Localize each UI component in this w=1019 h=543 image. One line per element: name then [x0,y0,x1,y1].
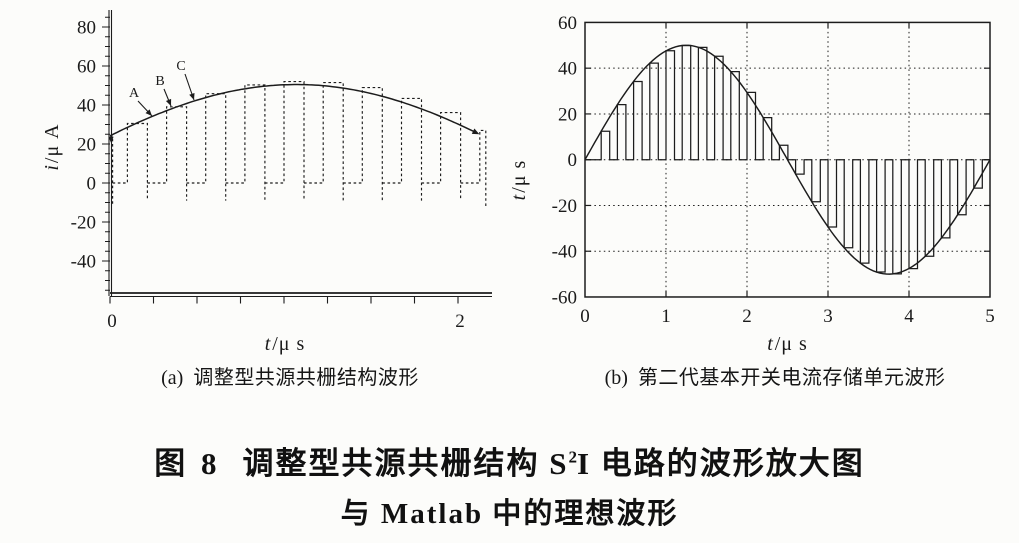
svg-text:40: 40 [558,59,577,80]
figure-caption-superscript: 2 [568,447,577,467]
plot-b-x-axis-variable: t [767,333,774,355]
svg-text:B: B [155,74,164,89]
svg-text:40: 40 [77,96,96,117]
svg-text:4: 4 [904,306,914,327]
svg-text:20: 20 [77,135,96,156]
svg-text:60: 60 [558,13,577,34]
panel-b-caption: (b) 第二代基本开关电流存储单元波形 [540,361,1010,390]
svg-text:0: 0 [580,306,590,327]
svg-text:A: A [129,86,140,101]
waveform-plot-a: 80 60 40 20 0 -20 -40 0 2 ABC [71,10,492,332]
svg-text:-40: -40 [552,242,577,263]
svg-text:-20: -20 [71,213,96,234]
plot-a-x-axis-unit: /μ s [272,333,306,355]
svg-text:-20: -20 [552,196,577,217]
svg-text:2: 2 [455,311,465,332]
plot-b-x-axis-label: t/μ s [585,333,990,356]
svg-text:0: 0 [87,174,97,195]
figure-caption-line-2: 与 Matlab 中的理想波形 [340,498,679,530]
figure-caption-line-1: 图 8 调整型共源共栅结构 S2I 电路的波形放大图 [0,438,1019,483]
svg-text:20: 20 [558,104,577,125]
panel-b-tag: (b) [604,367,628,389]
figure-caption-text-post: I 电路的波形放大图 [576,446,865,481]
plot-a-y-axis-label: i/μ A [41,102,65,192]
plot-a-y-axis-unit: /μ A [41,123,63,164]
plot-a-x-axis-variable: t [264,333,272,355]
plot-b-y-axis-variable: t [508,193,530,201]
svg-text:C: C [176,59,185,74]
plot-b-y-axis-unit: /μ s [508,159,530,193]
figure-number: 图 8 [154,446,221,481]
svg-text:0: 0 [568,150,578,171]
svg-text:60: 60 [77,57,96,78]
plot-a-x-axis-label: t/μ s [110,333,460,356]
panel-a-tag: (a) [161,367,184,389]
panel-a-caption: (a) 调整型共源共栅结构波形 [30,361,550,390]
svg-text:2: 2 [742,306,752,327]
svg-text:5: 5 [985,306,995,327]
svg-text:0: 0 [107,311,117,332]
figure-caption: 图 8 调整型共源共栅结构 S2I 电路的波形放大图 与 Matlab 中的理想波… [0,438,1019,538]
plot-a-y-axis-variable: i [41,164,63,171]
svg-text:1: 1 [661,306,671,327]
plot-b-x-axis-unit: /μ s [774,333,808,355]
svg-text:-40: -40 [71,252,96,273]
figure-caption-text-pre: 调整型共源共栅结构 S [242,446,569,481]
svg-text:-60: -60 [552,287,577,308]
plot-b-y-axis-label: t/μ s [508,142,532,218]
panel-b-caption-text: 第二代基本开关电流存储单元波形 [637,367,946,389]
svg-text:3: 3 [823,306,833,327]
panel-a-caption-text: 调整型共源共栅结构波形 [193,367,419,389]
svg-text:80: 80 [77,18,96,39]
